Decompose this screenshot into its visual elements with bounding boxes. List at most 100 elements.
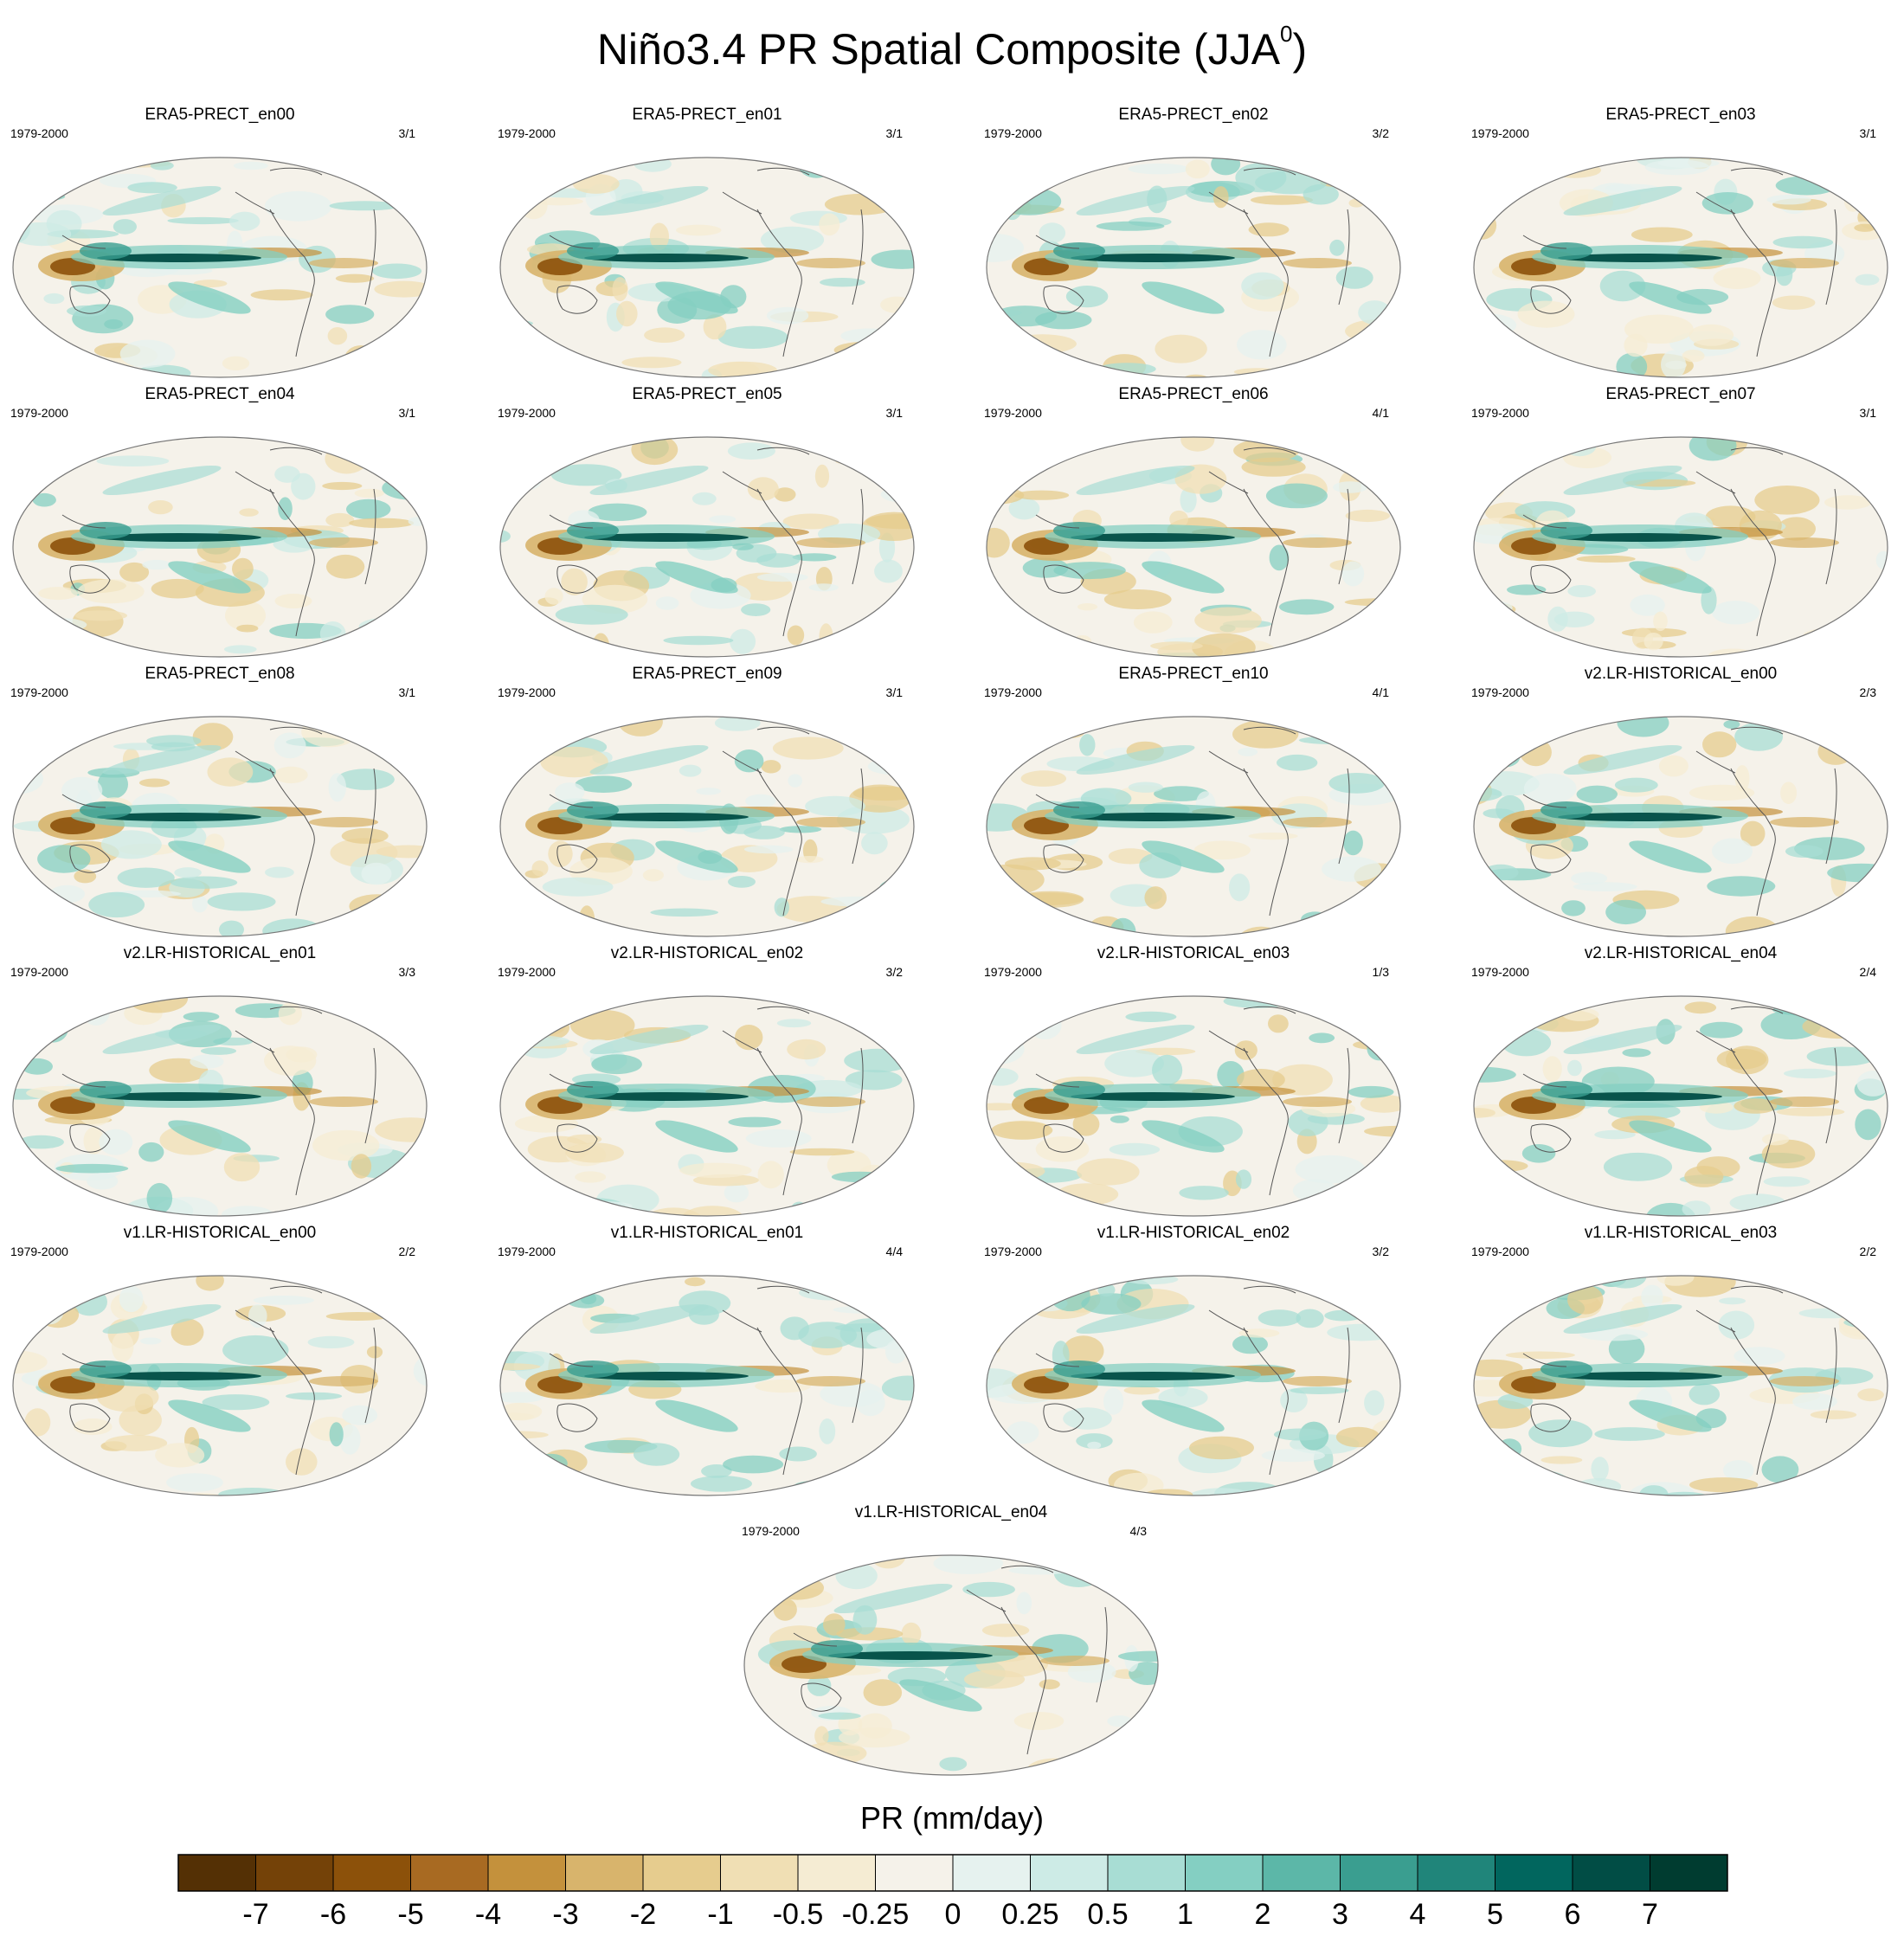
coastline <box>722 1030 762 1053</box>
anomaly-blob <box>1851 646 1870 657</box>
panel-title: ERA5-PRECT_en00 <box>145 106 295 124</box>
map-panel: v1.LR-HISTORICAL_en00 1979-2000 2/2 <box>10 1224 429 1501</box>
anomaly-blob <box>891 1283 914 1309</box>
anomaly-blob <box>389 646 427 657</box>
anomaly-blob <box>353 638 372 646</box>
map-outline <box>1473 1275 1888 1496</box>
anomaly-blob <box>1567 1059 1582 1077</box>
colorbar-swatch <box>1650 1855 1728 1891</box>
anomaly-blob <box>1507 584 1547 595</box>
anomaly-blob <box>583 158 607 170</box>
colorbar-tick-label: 4 <box>1410 1898 1426 1931</box>
anomaly-blob <box>325 371 368 377</box>
coastline <box>1043 1123 1084 1153</box>
anomaly-blob <box>1768 717 1801 729</box>
anomaly-blob <box>550 464 622 486</box>
anomaly-blob <box>621 357 682 369</box>
colorbar-tick-label: 3 <box>1332 1898 1348 1931</box>
anomaly-blob <box>1381 473 1400 481</box>
coastline <box>1530 1403 1572 1432</box>
anomaly-blob <box>1039 222 1066 243</box>
coastline <box>69 1123 111 1153</box>
anomaly-blob <box>1526 923 1590 936</box>
anomaly-feature <box>1558 254 1722 262</box>
coastline <box>1530 564 1572 594</box>
panel-event-count: 3/1 <box>398 685 415 699</box>
anomaly-blob <box>1109 1142 1161 1156</box>
precip-field <box>987 996 1400 1216</box>
coastline <box>556 1123 598 1153</box>
anomaly-blob <box>222 356 250 370</box>
anomaly-feature <box>168 281 251 314</box>
map-panel: v1.LR-HISTORICAL_en03 1979-2000 2/2 <box>1471 1224 1890 1501</box>
coastline <box>1035 235 1080 249</box>
coastline <box>269 768 315 917</box>
anomaly-blob <box>1296 1309 1324 1328</box>
anomaly-blob <box>1643 633 1663 651</box>
panel-years: 1979-2000 <box>1471 965 1529 979</box>
anomaly-blob <box>808 583 839 592</box>
anomaly-blob <box>1740 820 1766 846</box>
anomaly-blob <box>312 1129 380 1161</box>
anomaly-blob <box>544 588 563 605</box>
coastline <box>722 191 762 215</box>
anomaly-blob <box>1763 1176 1811 1187</box>
anomaly-blob <box>871 1555 906 1569</box>
panel-years: 1979-2000 <box>1471 406 1529 420</box>
anomaly-blob <box>150 161 174 170</box>
anomaly-blob <box>997 162 1053 193</box>
anomaly-blob <box>819 1276 859 1295</box>
anomaly-blob <box>80 644 138 657</box>
panel-years: 1979-2000 <box>984 965 1042 979</box>
coastline <box>1522 514 1567 529</box>
anomaly-feature <box>1629 281 1712 314</box>
map-panel: v2.LR-HISTORICAL_en00 1979-2000 2/3 <box>1471 665 1890 942</box>
coastline <box>1043 564 1084 594</box>
anomaly-blob <box>527 932 599 936</box>
anomaly-blob <box>1348 1085 1394 1098</box>
precip-field <box>500 437 914 657</box>
anomaly-blob <box>1487 900 1526 922</box>
anomaly-blob <box>1682 350 1705 363</box>
anomaly-blob <box>351 1154 372 1179</box>
anomaly-blob <box>792 553 837 562</box>
colorbar-swatch <box>953 1855 1031 1891</box>
anomaly-blob <box>500 530 511 543</box>
anomaly-blob <box>987 1292 1034 1307</box>
panel-years: 1979-2000 <box>10 1245 68 1258</box>
precip-field <box>500 158 914 377</box>
anomaly-blob <box>650 908 718 917</box>
coastline <box>1208 471 1249 494</box>
anomaly-blob <box>807 1675 832 1696</box>
anomaly-feature <box>584 1092 749 1101</box>
anomaly-blob <box>820 1380 884 1407</box>
anomaly-blob <box>1306 158 1363 164</box>
anomaly-blob <box>265 866 294 878</box>
anomaly-feature <box>567 1081 619 1098</box>
anomaly-blob <box>1033 1205 1078 1216</box>
coastline <box>69 285 111 314</box>
anomaly-feature <box>589 1303 709 1335</box>
coastline <box>556 1403 598 1432</box>
colorbar-swatch <box>255 1855 334 1891</box>
anomaly-blob <box>27 192 66 201</box>
coastline <box>1522 1353 1567 1367</box>
anomaly-blob <box>13 1009 61 1025</box>
panel-years: 1979-2000 <box>984 1245 1042 1258</box>
coastline <box>1208 1030 1249 1053</box>
anomaly-feature <box>1770 1376 1839 1386</box>
anomaly-blob <box>987 342 1025 372</box>
anomaly-blob <box>555 604 628 625</box>
anomaly-blob <box>618 717 663 737</box>
map-outline <box>12 157 428 378</box>
panel-title: ERA5-PRECT_en01 <box>632 106 782 124</box>
anomaly-blob <box>833 1305 892 1314</box>
map-panel: ERA5-PRECT_en09 1979-2000 3/1 <box>498 665 917 942</box>
anomaly-blob <box>1310 447 1349 458</box>
colorbar-tick-label: 0.25 <box>1001 1898 1058 1931</box>
anomaly-blob <box>1103 1387 1124 1415</box>
panel-event-count: 4/1 <box>1372 406 1389 420</box>
anomaly-feature <box>102 465 222 496</box>
coastline <box>1730 1285 1784 1294</box>
map-outline <box>743 1554 1159 1776</box>
